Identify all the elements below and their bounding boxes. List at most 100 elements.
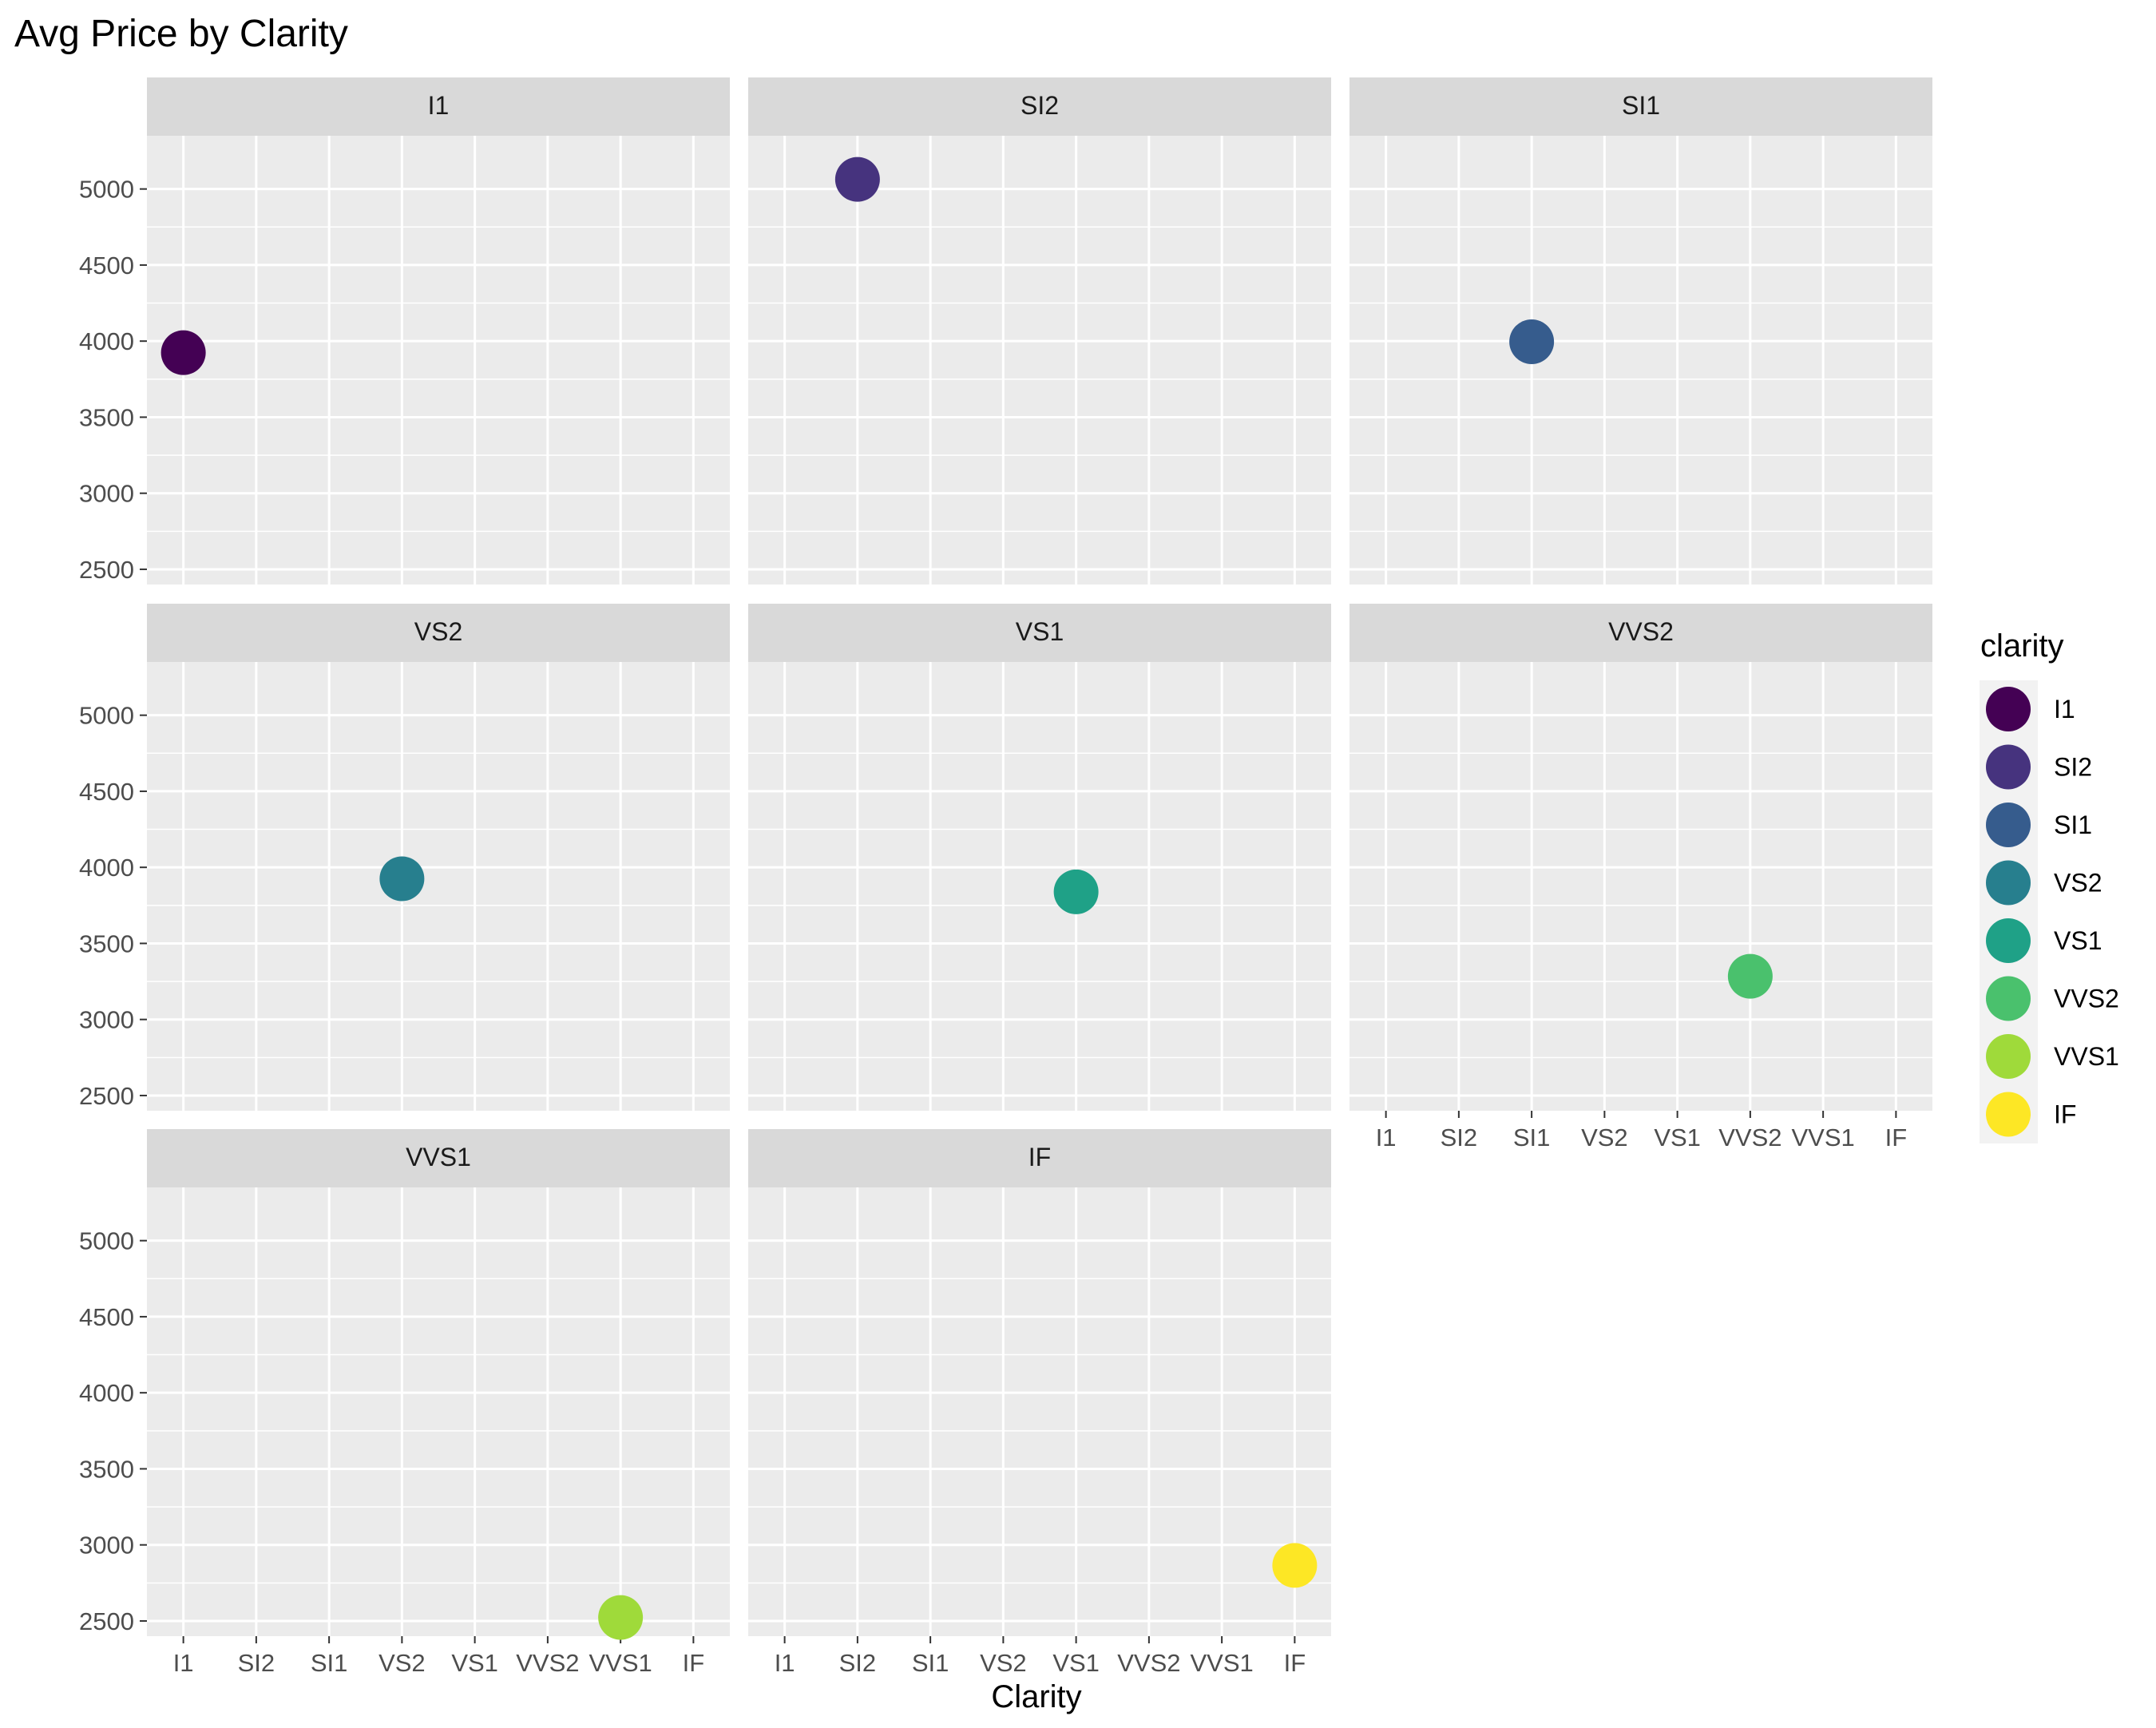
panel-background — [1349, 662, 1932, 1111]
data-point-vs2 — [379, 856, 425, 902]
y-tick-label: 3000 — [79, 480, 134, 508]
facet-panel-vvs2: VVS2 I1 SI2 SI1 VS2 VS1 VVS2 VVS1 IF — [1349, 604, 1932, 1151]
facet-panel-if: IF I1 SI2 SI1 VS2 VS1 VVS2 VVS1 IF — [748, 1129, 1331, 1677]
legend-key-swatch — [1986, 744, 2031, 790]
x-tick-label: VVS1 — [1791, 1124, 1854, 1151]
legend-label: VVS2 — [2054, 985, 2119, 1013]
legend-item-vvs2: VVS2 — [1980, 969, 2119, 1028]
panel-background — [147, 136, 730, 585]
x-tick-label: I1 — [173, 1649, 194, 1677]
legend-label: VS1 — [2054, 926, 2102, 955]
legend-label: VS2 — [2054, 869, 2102, 898]
panel-background — [147, 662, 730, 1111]
x-tick-label: VS1 — [1052, 1649, 1100, 1677]
legend-label: IF — [2054, 1100, 2076, 1129]
facet-strip-label: I1 — [428, 91, 450, 120]
y-tick-label: 2500 — [79, 1607, 134, 1635]
data-point-vvs1 — [598, 1595, 644, 1640]
x-tick-label: IF — [1885, 1124, 1908, 1151]
legend: clarity I1 SI2 SI1 VS2 VS1 VVS2 VVS1 IF — [1980, 628, 2119, 1143]
x-tick-label: IF — [1284, 1649, 1306, 1677]
x-tick-label: VS2 — [1581, 1124, 1628, 1151]
legend-label: SI2 — [2054, 753, 2092, 782]
x-tick-label: SI2 — [839, 1649, 877, 1677]
facet-panel-si2: SI2 — [748, 77, 1331, 585]
facet-strip — [147, 604, 730, 662]
x-tick-label: SI2 — [1441, 1124, 1478, 1151]
x-tick-label: SI2 — [238, 1649, 275, 1677]
x-tick-label: VVS2 — [1718, 1124, 1781, 1151]
legend-item-vs2: VS2 — [1980, 854, 2102, 912]
data-point-vs1 — [1053, 869, 1099, 914]
facet-strip — [748, 604, 1331, 662]
data-point-i1 — [161, 330, 206, 375]
panel-background — [147, 1187, 730, 1636]
x-tick-label: VS1 — [451, 1649, 498, 1677]
facet-strip-label: VVS2 — [1608, 617, 1674, 646]
y-tick-label: 4500 — [79, 252, 134, 279]
facet-strip — [147, 77, 730, 136]
legend-label: VVS1 — [2054, 1042, 2119, 1071]
facet-panel-si1: SI1 — [1349, 77, 1932, 585]
y-tick-label: 4000 — [79, 854, 134, 882]
y-tick-label: 4000 — [79, 327, 134, 355]
y-tick-label: 2500 — [79, 556, 134, 584]
x-tick-label: VVS2 — [1117, 1649, 1180, 1677]
y-tick-label: 4000 — [79, 1379, 134, 1407]
x-tick-label: I1 — [1376, 1124, 1397, 1151]
legend-label: SI1 — [2054, 810, 2092, 839]
x-tick-label: VS1 — [1654, 1124, 1701, 1151]
facet-strip-label: VVS1 — [406, 1143, 471, 1171]
legend-key-swatch — [1986, 1092, 2031, 1137]
y-tick-label: 3000 — [79, 1532, 134, 1560]
data-point-vvs2 — [1727, 953, 1773, 999]
facet-strip-label: VS1 — [1016, 617, 1064, 646]
facet-strip — [1349, 604, 1932, 662]
legend-key-swatch — [1986, 860, 2031, 906]
x-tick-label: IF — [683, 1649, 705, 1677]
legend-key-swatch — [1986, 803, 2031, 847]
facet-panel-vs1: VS1 — [748, 604, 1331, 1111]
data-point-if — [1272, 1543, 1318, 1588]
legend-item-vs1: VS1 — [1980, 912, 2102, 970]
facet-strip — [1349, 77, 1932, 136]
y-tick-label: 5000 — [79, 176, 134, 204]
y-tick-label: 3500 — [79, 929, 134, 957]
legend-key-swatch — [1986, 918, 2031, 963]
legend-item-if: IF — [1980, 1085, 2076, 1143]
facet-strip — [748, 1129, 1331, 1187]
x-tick-label: VVS1 — [589, 1649, 652, 1677]
data-point-si1 — [1509, 319, 1555, 364]
y-tick-label: 5000 — [79, 702, 134, 730]
x-tick-label: VVS1 — [1190, 1649, 1253, 1677]
facet-strip-label: VS2 — [414, 617, 462, 646]
y-tick-label: 3000 — [79, 1006, 134, 1034]
legend-title: clarity — [1980, 628, 2063, 664]
x-tick-label: VS2 — [980, 1649, 1027, 1677]
y-tick-label: 4500 — [79, 778, 134, 806]
legend-key-swatch — [1986, 687, 2031, 731]
y-tick-label: 4500 — [79, 1303, 134, 1331]
facet-strip-label: SI2 — [1021, 91, 1059, 120]
legend-item-i1: I1 — [1980, 680, 2075, 739]
panel-background — [1349, 136, 1932, 585]
facet-panel-vvs1: VVS1 2500 3000 3500 4000 4500 5000 I1 SI2 SI1 VS2 V… — [79, 1129, 730, 1677]
y-tick-label: 3500 — [79, 1455, 134, 1483]
facet-strip — [147, 1129, 730, 1187]
x-tick-label: SI1 — [311, 1649, 348, 1677]
y-tick-label: 3500 — [79, 403, 134, 431]
legend-label: I1 — [2054, 695, 2075, 723]
x-axis-title: Clarity — [991, 1679, 1081, 1714]
facet-strip-label: IF — [1028, 1143, 1051, 1171]
facet-strip — [748, 77, 1331, 136]
legend-item-si1: SI1 — [1980, 796, 2092, 854]
facet-panel-vs2: VS2 2500 3000 3500 4000 4500 5000 — [79, 604, 730, 1111]
x-tick-label: SI1 — [1513, 1124, 1551, 1151]
x-tick-label: VVS2 — [516, 1649, 579, 1677]
facet-strip-label: SI1 — [1622, 91, 1660, 120]
legend-key-swatch — [1986, 1034, 2031, 1079]
facet-panel-i1: I1 2500 3000 3500 4000 4500 5000 — [79, 77, 730, 585]
legend-item-vvs1: VVS1 — [1980, 1028, 2119, 1086]
